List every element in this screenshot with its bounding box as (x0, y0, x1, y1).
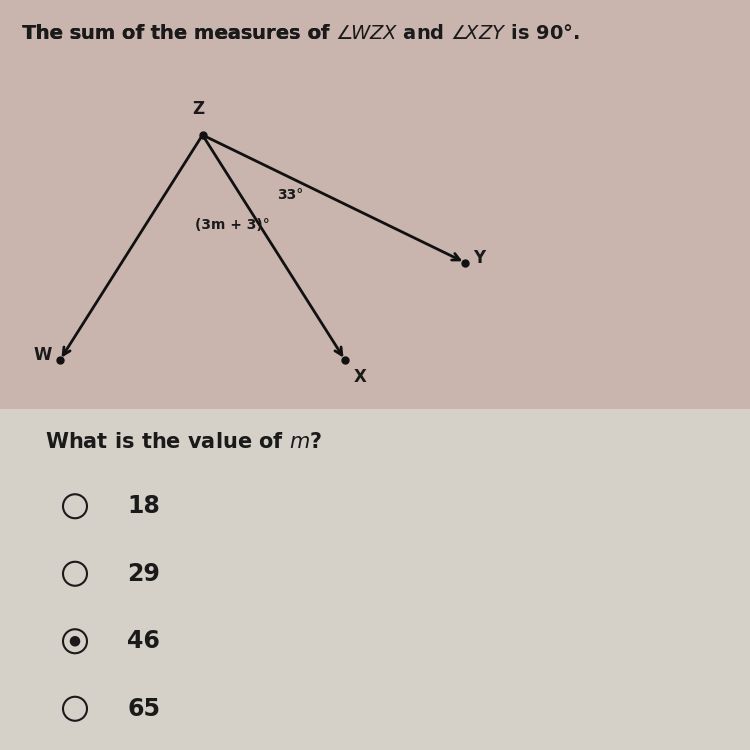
Text: Y: Y (473, 248, 485, 266)
Text: 33°: 33° (277, 188, 303, 202)
Text: The sum of the measures of $\angle\!$$\mathit{WZX}$ and $\angle\!$$\mathit{XZY}$: The sum of the measures of $\angle\!$$\m… (22, 24, 580, 44)
FancyBboxPatch shape (0, 0, 750, 409)
Text: 29: 29 (128, 562, 160, 586)
Text: X: X (353, 368, 366, 386)
Circle shape (70, 637, 80, 646)
Text: The sum of the measures of: The sum of the measures of (22, 24, 337, 44)
Text: (3m + 3)°: (3m + 3)° (195, 218, 270, 232)
Text: What is the value of $m$?: What is the value of $m$? (45, 433, 322, 452)
Text: Z: Z (193, 100, 205, 118)
Text: 18: 18 (128, 494, 160, 518)
Text: 46: 46 (128, 629, 160, 653)
Text: 65: 65 (128, 697, 160, 721)
FancyBboxPatch shape (0, 409, 750, 750)
Text: W: W (34, 346, 52, 364)
